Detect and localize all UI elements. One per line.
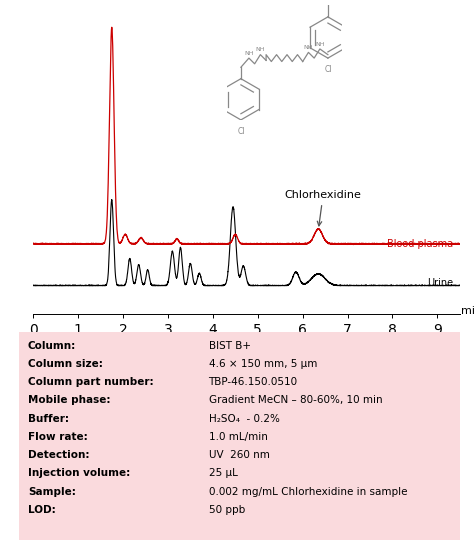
Text: Mobile phase:: Mobile phase: — [28, 396, 110, 405]
Text: TBP-46.150.0510: TBP-46.150.0510 — [209, 377, 298, 387]
Text: 0.002 mg/mL Chlorhexidine in sample: 0.002 mg/mL Chlorhexidine in sample — [209, 487, 407, 496]
Text: LOD:: LOD: — [28, 505, 55, 515]
Text: Injection volume:: Injection volume: — [28, 468, 130, 479]
Text: NH: NH — [244, 51, 254, 56]
Text: 50 ppb: 50 ppb — [209, 505, 245, 515]
Text: Blood plasma: Blood plasma — [387, 239, 453, 249]
Text: Sample:: Sample: — [28, 487, 76, 496]
FancyBboxPatch shape — [19, 332, 460, 540]
Text: Cl: Cl — [237, 127, 245, 136]
Text: Buffer:: Buffer: — [28, 414, 69, 423]
Text: Chlorhexidine: Chlorhexidine — [285, 190, 362, 226]
Text: 4.6 × 150 mm, 5 μm: 4.6 × 150 mm, 5 μm — [209, 359, 317, 369]
Text: NH: NH — [304, 45, 313, 50]
Text: min: min — [461, 306, 474, 316]
Text: UV  260 nm: UV 260 nm — [209, 450, 269, 460]
Text: NH: NH — [255, 47, 265, 52]
Text: Gradient MeCN – 80-60%, 10 min: Gradient MeCN – 80-60%, 10 min — [209, 396, 382, 405]
Text: 1.0 mL/min: 1.0 mL/min — [209, 432, 267, 442]
Text: Detection:: Detection: — [28, 450, 89, 460]
Text: H₂SO₄  - 0.2%: H₂SO₄ - 0.2% — [209, 414, 279, 423]
Text: Cl: Cl — [324, 65, 332, 74]
Text: Urine: Urine — [427, 278, 453, 288]
Text: 25 μL: 25 μL — [209, 468, 237, 479]
Text: Column size:: Column size: — [28, 359, 103, 369]
Text: Column:: Column: — [28, 341, 76, 351]
Text: Column part number:: Column part number: — [28, 377, 154, 387]
Text: NH: NH — [315, 41, 325, 47]
Text: Flow rate:: Flow rate: — [28, 432, 88, 442]
Text: BIST B+: BIST B+ — [209, 341, 251, 351]
